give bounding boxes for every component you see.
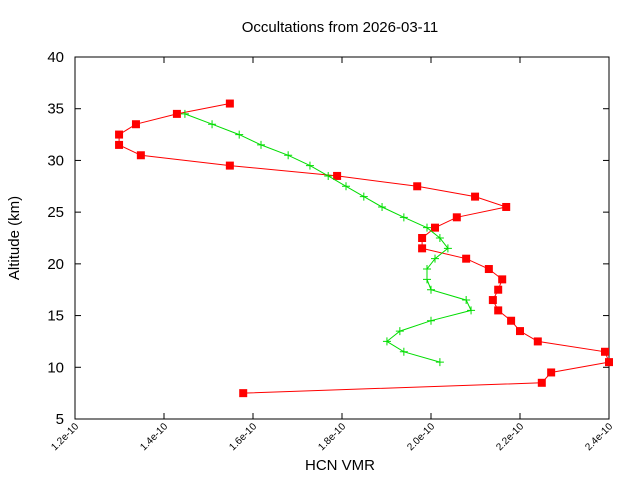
x-axis: 1.2e-10 1.4e-10 1.6e-10 1.8e-10 2.0e-10 2.2e-… (49, 57, 615, 453)
series-line (184, 113, 472, 363)
square-marker (136, 151, 145, 160)
y-tick-label: 30 (47, 152, 64, 169)
square-marker (462, 254, 471, 263)
plus-marker (435, 234, 444, 242)
plus-marker (235, 130, 244, 139)
square-marker (605, 358, 613, 367)
plus-marker (359, 192, 368, 201)
square-marker (600, 347, 609, 356)
plus-marker (395, 327, 404, 336)
plus-marker (342, 182, 351, 191)
chart-title: Occultations from 2026-03-11 (242, 19, 439, 36)
square-marker (516, 327, 524, 336)
square-marker (533, 337, 542, 346)
plus-marker (443, 244, 452, 253)
square-marker (431, 223, 440, 232)
plus-marker (399, 347, 408, 356)
x-tick-label: 1.4e-10 (138, 421, 170, 453)
y-tick-label: 25 (47, 204, 64, 221)
x-axis-label: HCN VMR (305, 457, 375, 474)
square-marker (418, 234, 427, 242)
plus-marker (284, 151, 293, 160)
square-marker (488, 296, 497, 305)
y-axis: 5 10 15 20 25 30 35 40 (47, 49, 609, 428)
plus-marker (422, 223, 431, 232)
y-tick-label: 10 (47, 359, 64, 376)
square-marker (115, 140, 124, 149)
plus-marker (427, 285, 435, 294)
square-marker (471, 192, 480, 201)
square-marker (494, 285, 503, 294)
series-layer (115, 99, 613, 398)
x-tick-label: 2.0e-10 (405, 421, 437, 453)
plus-marker (208, 120, 217, 129)
y-axis-label: Altitude (km) (6, 196, 23, 280)
square-marker (418, 244, 427, 253)
square-marker (333, 171, 342, 180)
plus-marker (324, 171, 333, 180)
plus-marker (180, 109, 189, 118)
plus-marker (422, 265, 431, 274)
plus-marker (431, 254, 440, 263)
y-tick-label: 15 (47, 308, 64, 325)
square-marker (498, 275, 507, 284)
plus-marker (427, 316, 435, 325)
y-tick-label: 5 (56, 411, 64, 428)
square-marker (507, 316, 516, 325)
square-marker (239, 389, 248, 398)
x-tick-label: 1.2e-10 (49, 421, 81, 453)
x-tick-label: 1.8e-10 (316, 421, 348, 453)
plus-marker (422, 275, 431, 284)
square-marker (413, 182, 422, 191)
plus-marker (257, 140, 266, 149)
y-tick-label: 35 (47, 101, 64, 118)
plus-marker (435, 358, 444, 367)
square-marker (225, 99, 234, 108)
square-marker (172, 109, 181, 118)
square-marker (494, 306, 503, 315)
plus-marker (378, 202, 387, 211)
x-tick-label: 2.2e-10 (494, 421, 526, 453)
square-marker (502, 202, 511, 211)
plus-marker (382, 337, 391, 346)
series-occultation-2 (180, 109, 476, 367)
plot-border (74, 56, 610, 420)
series-occultation-1 (115, 99, 613, 398)
plus-marker (462, 296, 471, 305)
y-tick-label: 20 (47, 256, 64, 273)
y-tick-label: 40 (47, 49, 64, 66)
square-marker (537, 378, 546, 387)
plus-marker (467, 306, 476, 315)
square-marker (225, 161, 234, 170)
plus-marker (305, 161, 314, 170)
square-marker (115, 130, 124, 139)
x-tick-label: 1.6e-10 (227, 421, 259, 453)
square-marker (547, 368, 556, 377)
series-line (118, 103, 610, 394)
x-tick-label: 2.4e-10 (583, 421, 615, 453)
square-marker (452, 213, 461, 222)
plus-marker (399, 213, 408, 222)
plot-frame (74, 56, 610, 420)
square-marker (131, 120, 140, 129)
square-marker (484, 265, 493, 274)
